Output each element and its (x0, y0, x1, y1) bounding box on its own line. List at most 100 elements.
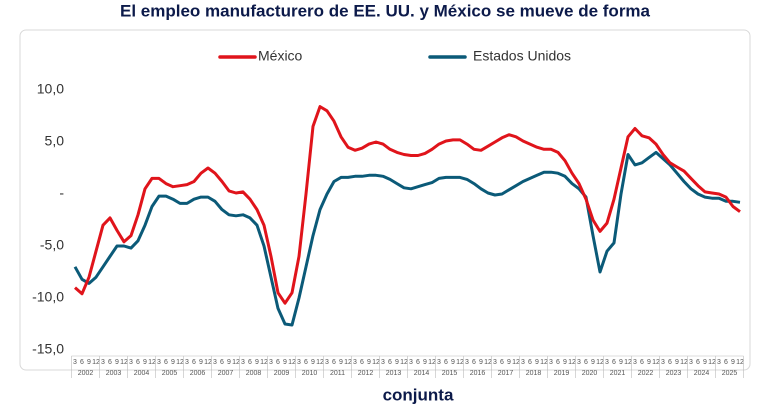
x-tick-label: 3 (605, 359, 609, 366)
series-line (74, 105, 741, 305)
x-tick-label: 6 (696, 359, 700, 366)
x-tick-label: 12 (456, 359, 464, 366)
x-tick-label: 9 (283, 359, 287, 366)
x-tick-label: 9 (199, 359, 203, 366)
x-tick-label: 6 (164, 359, 168, 366)
x-group-label: 2005 (162, 370, 178, 377)
x-tick-label: 3 (297, 359, 301, 366)
x-tick-label: 6 (108, 359, 112, 366)
x-tick-label: 6 (360, 359, 364, 366)
x-tick-label: 6 (444, 359, 448, 366)
x-tick-label: 9 (311, 359, 315, 366)
x-tick-label: 9 (535, 359, 539, 366)
series-line (73, 150, 741, 327)
x-group-label: 2008 (246, 370, 262, 377)
x-tick-label: 12 (232, 359, 240, 366)
x-group-label: 2022 (638, 370, 654, 377)
x-tick-label: 3 (493, 359, 497, 366)
x-tick-label: 9 (143, 359, 147, 366)
x-tick-label: 3 (633, 359, 637, 366)
x-tick-label: 6 (388, 359, 392, 366)
x-tick-label: 9 (423, 359, 427, 366)
x-group-label: 2021 (610, 370, 626, 377)
x-group-label: 2015 (442, 370, 458, 377)
x-group-label: 2013 (386, 370, 402, 377)
x-group-label: 2017 (498, 370, 514, 377)
x-tick-label: 12 (344, 359, 352, 366)
x-tick-label: 6 (192, 359, 196, 366)
x-tick-label: 6 (584, 359, 588, 366)
x-group-label: 2024 (694, 370, 710, 377)
y-tick-label: -15,0 (32, 341, 64, 357)
y-tick-label: -5,0 (40, 237, 64, 253)
x-group-label: 2006 (190, 370, 206, 377)
x-tick-label: 3 (157, 359, 161, 366)
x-tick-label: 9 (339, 359, 343, 366)
x-tick-label: 3 (549, 359, 553, 366)
x-tick-label: 12 (372, 359, 380, 366)
chart-title-continued: conjunta (383, 385, 454, 404)
x-tick-label: 3 (213, 359, 217, 366)
x-tick-label: 9 (255, 359, 259, 366)
x-tick-label: 9 (591, 359, 595, 366)
x-tick-label: 3 (409, 359, 413, 366)
x-tick-label: 6 (332, 359, 336, 366)
x-group-label: 2020 (582, 370, 598, 377)
x-tick-label: 6 (612, 359, 616, 366)
x-tick-label: 6 (304, 359, 308, 366)
x-group-label: 2004 (134, 370, 150, 377)
x-tick-label: 12 (176, 359, 184, 366)
x-tick-label: 3 (269, 359, 273, 366)
x-tick-label: 12 (708, 359, 716, 366)
y-tick-label: - (59, 185, 64, 201)
x-group-label: 2019 (554, 370, 570, 377)
x-tick-label: 6 (668, 359, 672, 366)
legend-label: México (258, 48, 303, 64)
x-tick-label: 6 (528, 359, 532, 366)
x-tick-label: 3 (241, 359, 245, 366)
x-tick-label: 9 (675, 359, 679, 366)
x-tick-label: 12 (624, 359, 632, 366)
x-tick-label: 3 (353, 359, 357, 366)
x-tick-label: 6 (220, 359, 224, 366)
x-tick-label: 9 (647, 359, 651, 366)
x-tick-label: 3 (129, 359, 133, 366)
x-group-label: 2010 (302, 370, 318, 377)
x-tick-label: 3 (437, 359, 441, 366)
x-group-label: 2016 (470, 370, 486, 377)
x-group-label: 2009 (274, 370, 290, 377)
x-tick-label: 12 (260, 359, 268, 366)
x-group-label: 2007 (218, 370, 234, 377)
x-tick-label: 9 (619, 359, 623, 366)
x-tick-label: 12 (736, 359, 744, 366)
x-tick-label: 3 (689, 359, 693, 366)
x-group-label: 2002 (78, 370, 94, 377)
x-tick-label: 12 (148, 359, 156, 366)
x-tick-label: 12 (652, 359, 660, 366)
x-tick-label: 6 (724, 359, 728, 366)
x-tick-label: 3 (521, 359, 525, 366)
x-tick-label: 9 (115, 359, 119, 366)
x-tick-label: 3 (325, 359, 329, 366)
x-tick-label: 9 (479, 359, 483, 366)
chart-frame (19, 29, 751, 371)
x-tick-label: 3 (185, 359, 189, 366)
x-tick-label: 12 (92, 359, 100, 366)
x-tick-label: 3 (101, 359, 105, 366)
x-tick-label: 12 (204, 359, 212, 366)
x-group-label: 2023 (666, 370, 682, 377)
x-tick-label: 9 (87, 359, 91, 366)
x-tick-label: 6 (556, 359, 560, 366)
y-tick-label: -10,0 (32, 289, 64, 305)
x-tick-label: 12 (288, 359, 296, 366)
x-tick-label: 12 (680, 359, 688, 366)
x-tick-label: 6 (416, 359, 420, 366)
legend-label: Estados Unidos (473, 48, 571, 64)
x-tick-label: 12 (568, 359, 576, 366)
x-tick-label: 6 (472, 359, 476, 366)
x-tick-label: 3 (465, 359, 469, 366)
x-tick-label: 6 (640, 359, 644, 366)
x-tick-label: 3 (381, 359, 385, 366)
x-tick-label: 12 (596, 359, 604, 366)
